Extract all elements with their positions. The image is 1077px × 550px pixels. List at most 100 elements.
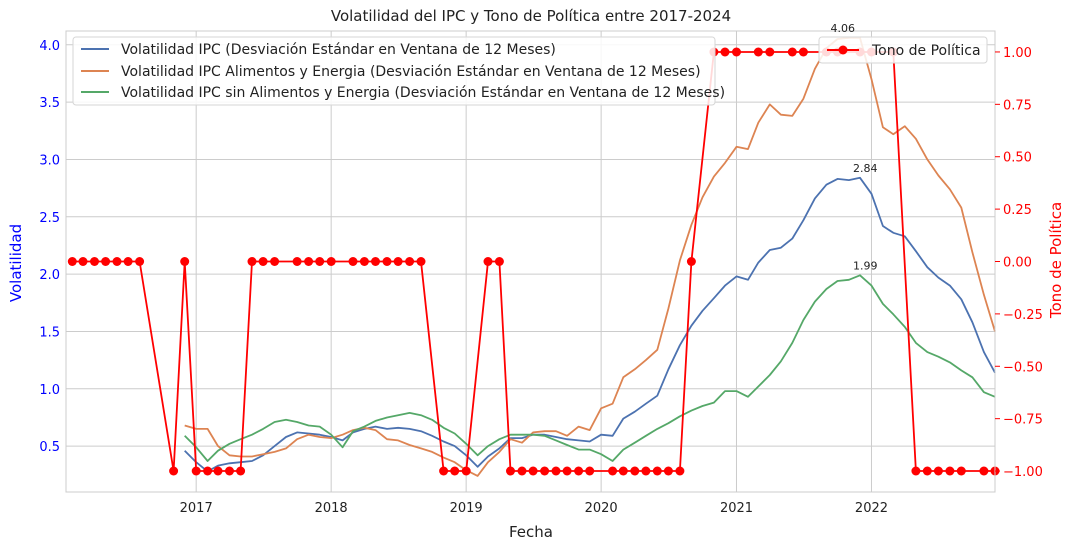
tono-point [304,257,314,266]
tono-point [359,257,369,266]
y-left-tick-label: 2.5 [39,211,60,226]
tono-point [348,257,358,266]
y-right-tick-label: 0.00 [1003,256,1032,271]
tono-point [213,466,223,476]
series-line-ipc-sin-alimentos [184,274,996,462]
tono-point [675,466,685,476]
tono-point [494,257,504,266]
tono-point [562,466,572,476]
tono-point [956,466,966,476]
tono-point [371,257,380,266]
y-left-tick-label: 1.0 [39,383,60,398]
tono-point [765,47,775,57]
tono-point [618,466,628,476]
tono-point [945,466,955,476]
chart-title: Volatilidad del IPC y Tono de Política e… [331,7,731,25]
y-left-tick-label: 0.5 [39,440,60,455]
tono-point [112,257,122,266]
tono-point [922,466,932,476]
tono-point [191,466,201,476]
tono-point [911,466,921,476]
annotation-label: 4.06 [830,22,855,35]
x-tick-label: 2022 [855,501,888,516]
tono-point [528,466,538,476]
tono-point [574,466,584,476]
tono-point [123,257,133,266]
tono-point [247,257,257,266]
tono-point [416,257,426,266]
tono-point [540,466,550,476]
legend-right-box [818,36,988,64]
tono-point [90,257,99,266]
y-right-tick-label: 0.25 [1003,203,1032,218]
x-tick-label: 2018 [315,501,348,516]
y-axis-left-label: Volatilidad [7,224,25,302]
annotation-label: 1.99 [853,259,878,272]
legend-marker-tono [838,45,848,55]
tono-point [732,47,741,57]
tono-point [630,466,640,476]
legend-right: Tono de Política [818,36,988,64]
tono-point [506,466,515,476]
tono-point [169,466,179,476]
y-left-tick-label: 1.5 [39,325,60,340]
tono-point [450,466,460,476]
x-axis-label: Fecha [509,523,553,541]
legend-entry-ipc-sin-alimentos: Volatilidad IPC sin Alimentos y Energia … [121,85,725,101]
tono-point [798,47,808,57]
y-left-tick-label: 3.5 [39,96,60,111]
legend-entry-ipc: Volatilidad IPC (Desviación Estándar en … [121,42,556,58]
tono-point [101,257,111,266]
tono-point [225,466,234,476]
tono-point [483,257,493,266]
y-left-tick-label: 3.0 [39,153,60,168]
tono-point [461,466,471,476]
tono-point [203,466,213,476]
tono-point [720,47,730,57]
y-right-tick-label: −0.75 [1003,413,1043,428]
axis-layer: 2017 2018 2019 2020 2021 2022 0.5 1.0 1.5 2.0 2.5 3… [39,39,1043,516]
y-right-tick-label: 1.00 [1003,46,1032,61]
tono-point [326,257,336,266]
y-right-tick-label: −0.50 [1003,360,1043,375]
series-line-ipc [184,176,996,473]
tono-point [382,257,392,266]
tono-point [270,257,280,266]
y-right-tick-label: −0.25 [1003,308,1043,323]
tono-point [180,257,190,266]
legend-entry-tono: Tono de Política [871,43,981,59]
tono-point [135,257,145,266]
tono-point [258,257,268,266]
legend-left: Volatilidad IPC (Desviación Estándar en … [72,36,725,106]
tono-point [652,466,662,476]
tono-point [753,47,763,57]
tono-point [686,257,696,266]
tono-point [67,257,77,266]
y-right-tick-label: 0.75 [1003,98,1032,113]
y-axis-right-label: Tono de Política [1047,202,1065,319]
tono-point [663,466,673,476]
y-left-tick-label: 4.0 [39,39,60,54]
tono-point [292,257,302,266]
tono-point [439,466,449,476]
y-left-tick-label: 2.0 [39,268,60,283]
tono-point [641,466,651,476]
tono-point [405,257,415,266]
tono-point [551,466,561,476]
legend-left-box [72,36,716,106]
tono-point [585,466,595,476]
tono-point [393,257,403,266]
tono-point [78,257,88,266]
tono-point [236,466,246,476]
tono-point [979,466,989,476]
annotation-layer: 2.84 1.99 4.06 [830,22,877,272]
x-tick-label: 2020 [585,501,618,516]
tono-point [933,466,943,476]
annotation-label: 2.84 [853,162,878,175]
y-right-tick-label: −1.00 [1003,465,1043,480]
x-tick-label: 2021 [720,501,753,516]
y-right-tick-label: 0.50 [1003,151,1032,166]
tono-point [787,47,797,57]
